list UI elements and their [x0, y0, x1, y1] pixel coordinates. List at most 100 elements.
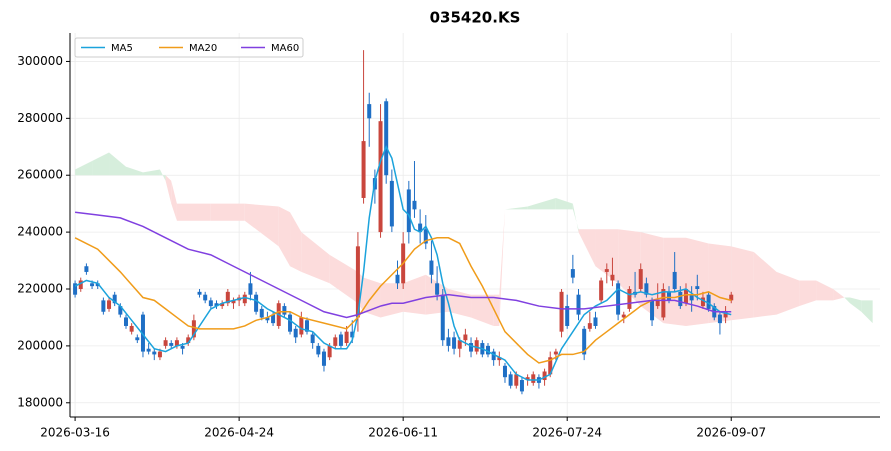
- candle-body: [288, 314, 293, 332]
- cloud-segment: [278, 206, 291, 267]
- cloud-segment: [753, 252, 777, 318]
- candle-body: [717, 314, 722, 324]
- cloud-segment: [165, 175, 172, 204]
- cloud-segment: [244, 203, 279, 247]
- candle-body: [587, 323, 592, 329]
- candle-body: [525, 377, 530, 381]
- y-tick-label: 200000: [17, 338, 63, 352]
- x-tick-label: 2026-07-24: [532, 426, 602, 440]
- cloud-segment: [471, 294, 494, 326]
- candle-body: [440, 294, 445, 341]
- candle-body: [310, 334, 315, 344]
- candle-body: [338, 334, 343, 346]
- candle-body: [604, 269, 609, 272]
- cloud-segment: [109, 152, 126, 176]
- candle-body: [78, 280, 83, 289]
- candle-body: [299, 317, 304, 335]
- candle-body: [220, 303, 225, 307]
- axes: 180000 200000 220000 240000 260000 280000 3000…: [17, 33, 880, 440]
- cloud-segment: [142, 169, 160, 176]
- y-tick-label: 300000: [17, 54, 63, 68]
- candle-body: [225, 291, 230, 304]
- candle-body: [683, 289, 688, 304]
- candle-body: [706, 294, 711, 309]
- cloud-segment: [844, 297, 851, 304]
- candle-body: [599, 280, 604, 301]
- cloud-segment: [527, 197, 556, 210]
- candle-body: [384, 101, 389, 176]
- candle-body: [254, 294, 259, 312]
- cloud-segment: [176, 203, 211, 221]
- x-tick-label: 2026-06-11: [368, 426, 438, 440]
- candle-body: [548, 357, 553, 375]
- candle-body: [570, 269, 575, 278]
- x-tick-label: 2026-09-07: [696, 426, 766, 440]
- candle-body: [169, 343, 174, 346]
- candle-body: [502, 365, 507, 378]
- candle-body: [565, 306, 570, 326]
- candle-body: [282, 306, 287, 315]
- candle-body: [361, 141, 366, 198]
- x-tick-label: 2026-03-16: [40, 426, 110, 440]
- y-tick-label: 180000: [17, 395, 63, 409]
- candle-body: [486, 345, 491, 355]
- candle-body: [446, 337, 451, 346]
- candle-body: [508, 374, 513, 386]
- candle-body: [412, 200, 417, 210]
- x-tick-label: 2026-04-24: [204, 426, 274, 440]
- candle-body: [457, 340, 462, 349]
- candle-body: [667, 291, 672, 301]
- candle-body: [452, 337, 457, 349]
- candle-body: [293, 328, 298, 338]
- candle-body: [355, 246, 360, 318]
- cloud-segment: [572, 203, 579, 233]
- cloud-segment: [816, 280, 834, 301]
- cloud-segment: [776, 271, 800, 315]
- candle-body: [203, 294, 208, 301]
- candle-body: [661, 289, 666, 318]
- y-tick-label: 220000: [17, 282, 63, 296]
- cloud-segment: [448, 289, 472, 318]
- cloud-segment: [159, 169, 166, 181]
- candle-body: [638, 269, 643, 289]
- candle-body: [491, 351, 496, 361]
- candle-body: [112, 294, 117, 304]
- ma-line: [74, 237, 732, 364]
- candle-body: [73, 283, 78, 295]
- cloud-segment: [833, 289, 845, 301]
- candle-body: [514, 374, 519, 386]
- candle-body: [406, 189, 411, 233]
- candle-body: [327, 345, 332, 358]
- candle-body: [695, 286, 700, 289]
- ma-line: [74, 211, 732, 319]
- cloud-segment: [92, 152, 110, 176]
- candle-body: [519, 380, 524, 392]
- candle-body: [123, 317, 128, 326]
- candle-body: [655, 300, 660, 307]
- y-tick-label: 240000: [17, 225, 63, 239]
- legend: MA5 MA20 MA60: [74, 37, 304, 58]
- candle-body: [107, 300, 112, 309]
- cloud-segment: [75, 161, 93, 176]
- cloud-segment: [555, 197, 573, 210]
- cloud-segment: [125, 166, 143, 176]
- candle-body: [723, 311, 728, 318]
- candle-body: [582, 328, 587, 355]
- legend-label: MA5: [111, 43, 133, 54]
- grid: [70, 33, 880, 417]
- candle-body: [316, 345, 321, 355]
- candle-body: [157, 351, 162, 358]
- cloud-segment: [499, 209, 505, 326]
- candle-body: [135, 337, 140, 341]
- candle-body: [350, 331, 355, 338]
- cloud-segment: [210, 203, 245, 221]
- candle-body: [395, 274, 400, 284]
- candle-body: [152, 351, 157, 355]
- cloud-segment: [403, 274, 426, 315]
- candle-body: [553, 351, 558, 355]
- candle-body: [616, 283, 621, 315]
- candle-body: [469, 343, 474, 352]
- candle-body: [559, 291, 564, 332]
